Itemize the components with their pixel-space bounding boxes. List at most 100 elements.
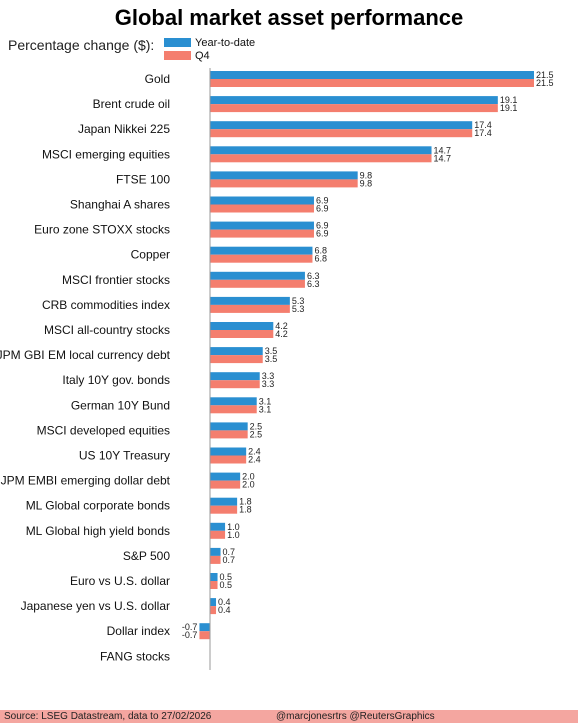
data-label: 3.5 bbox=[265, 354, 278, 364]
bar bbox=[210, 372, 260, 381]
bar bbox=[210, 347, 263, 356]
legend: Year-to-date Q4 bbox=[164, 36, 255, 62]
bar bbox=[210, 196, 314, 205]
credit-note: @marcjonesrtrs @ReutersGraphics bbox=[276, 711, 435, 722]
data-label: 1.0 bbox=[227, 522, 240, 532]
bar bbox=[210, 79, 534, 87]
bar bbox=[210, 229, 314, 238]
data-label: 2.0 bbox=[242, 480, 255, 490]
data-label: 3.3 bbox=[262, 371, 275, 381]
data-label: 0.5 bbox=[220, 580, 233, 590]
data-label: 2.0 bbox=[242, 472, 255, 482]
data-label: 1.0 bbox=[227, 530, 240, 540]
data-label: 4.2 bbox=[275, 329, 288, 339]
bar bbox=[199, 631, 210, 640]
legend-label-q4: Q4 bbox=[195, 49, 210, 62]
bar bbox=[210, 480, 241, 489]
bar bbox=[210, 330, 274, 338]
data-label: 2.5 bbox=[250, 421, 263, 431]
bar bbox=[210, 522, 226, 531]
category-label: MSCI emerging equities bbox=[42, 147, 170, 161]
legend-swatch-q4 bbox=[164, 51, 191, 60]
bar bbox=[210, 455, 247, 464]
bar bbox=[210, 179, 358, 188]
bar bbox=[210, 246, 313, 255]
category-label: S&P 500 bbox=[123, 549, 170, 563]
category-label: Japanese yen vs U.S. dollar bbox=[21, 599, 170, 613]
data-label: 6.3 bbox=[307, 279, 320, 289]
bar bbox=[210, 355, 263, 364]
data-label: 17.4 bbox=[474, 120, 492, 130]
data-label: 3.1 bbox=[259, 404, 272, 414]
bar bbox=[210, 397, 257, 406]
category-label: FTSE 100 bbox=[116, 172, 170, 186]
category-label: Gold bbox=[145, 72, 170, 86]
bar bbox=[210, 555, 221, 564]
bar bbox=[210, 530, 226, 539]
bar bbox=[210, 146, 432, 155]
bar bbox=[210, 221, 314, 230]
bar bbox=[210, 497, 238, 506]
bar bbox=[210, 104, 498, 113]
category-label: ML Global corporate bonds bbox=[26, 499, 170, 513]
source-note: Source: LSEG Datastream, data to 27/02/2… bbox=[4, 711, 212, 722]
chart-title: Global market asset performance bbox=[114, 5, 464, 30]
category-label: JPM EMBI emerging dollar debt bbox=[1, 474, 171, 488]
data-label: 2.4 bbox=[248, 447, 261, 457]
data-label: 21.5 bbox=[536, 70, 554, 80]
bar bbox=[210, 430, 248, 439]
data-label: 6.9 bbox=[316, 221, 329, 231]
bar bbox=[210, 204, 314, 213]
bar bbox=[210, 505, 238, 514]
bar bbox=[210, 96, 498, 105]
footer: Source: LSEG Datastream, data to 27/02/2… bbox=[0, 710, 578, 723]
bar bbox=[210, 547, 221, 556]
bar bbox=[210, 121, 473, 130]
chart-subtitle: Percentage change ($): bbox=[8, 37, 155, 53]
data-label: 21.5 bbox=[536, 78, 554, 88]
category-label: ML Global high yield bonds bbox=[26, 524, 170, 538]
data-label: -0.7 bbox=[182, 630, 198, 640]
bar bbox=[210, 405, 257, 414]
category-label: German 10Y Bund bbox=[71, 398, 170, 412]
data-label: 2.4 bbox=[248, 455, 261, 465]
bar bbox=[210, 573, 218, 581]
category-label: Euro vs U.S. dollar bbox=[70, 574, 170, 588]
legend-swatch-ytd bbox=[164, 38, 191, 47]
bar bbox=[210, 279, 305, 288]
category-label: MSCI frontier stocks bbox=[62, 273, 170, 287]
data-label: 19.1 bbox=[500, 95, 518, 105]
data-label: 3.3 bbox=[262, 379, 275, 389]
data-label: -0.7 bbox=[182, 622, 198, 632]
legend-item-ytd: Year-to-date bbox=[164, 36, 255, 49]
data-label: 6.9 bbox=[316, 196, 329, 206]
bar bbox=[210, 254, 313, 263]
category-label: Euro zone STOXX stocks bbox=[34, 223, 170, 237]
bar bbox=[210, 171, 358, 180]
category-label: FANG stocks bbox=[100, 649, 170, 663]
bar bbox=[199, 623, 210, 632]
data-label: 1.8 bbox=[239, 505, 252, 515]
legend-label-ytd: Year-to-date bbox=[195, 36, 256, 49]
data-label: 17.4 bbox=[474, 128, 492, 138]
bar bbox=[210, 322, 274, 330]
data-label: 3.1 bbox=[259, 396, 272, 406]
bar bbox=[210, 472, 241, 481]
data-label: 0.7 bbox=[223, 555, 236, 565]
category-label: Dollar index bbox=[107, 624, 170, 638]
bar bbox=[210, 71, 534, 79]
data-label: 0.5 bbox=[220, 572, 233, 582]
data-label: 0.4 bbox=[218, 605, 231, 615]
bar bbox=[210, 154, 432, 163]
data-label: 6.8 bbox=[314, 246, 327, 256]
data-label: 0.7 bbox=[223, 547, 236, 557]
data-label: 6.9 bbox=[316, 229, 329, 239]
data-label: 9.8 bbox=[360, 178, 373, 188]
bar bbox=[210, 598, 217, 607]
data-label: 5.3 bbox=[292, 304, 305, 314]
data-label: 6.3 bbox=[307, 271, 320, 281]
data-label: 9.8 bbox=[360, 170, 373, 180]
category-label: MSCI all-country stocks bbox=[44, 323, 170, 337]
bar bbox=[210, 581, 218, 589]
data-label: 6.8 bbox=[314, 254, 327, 264]
